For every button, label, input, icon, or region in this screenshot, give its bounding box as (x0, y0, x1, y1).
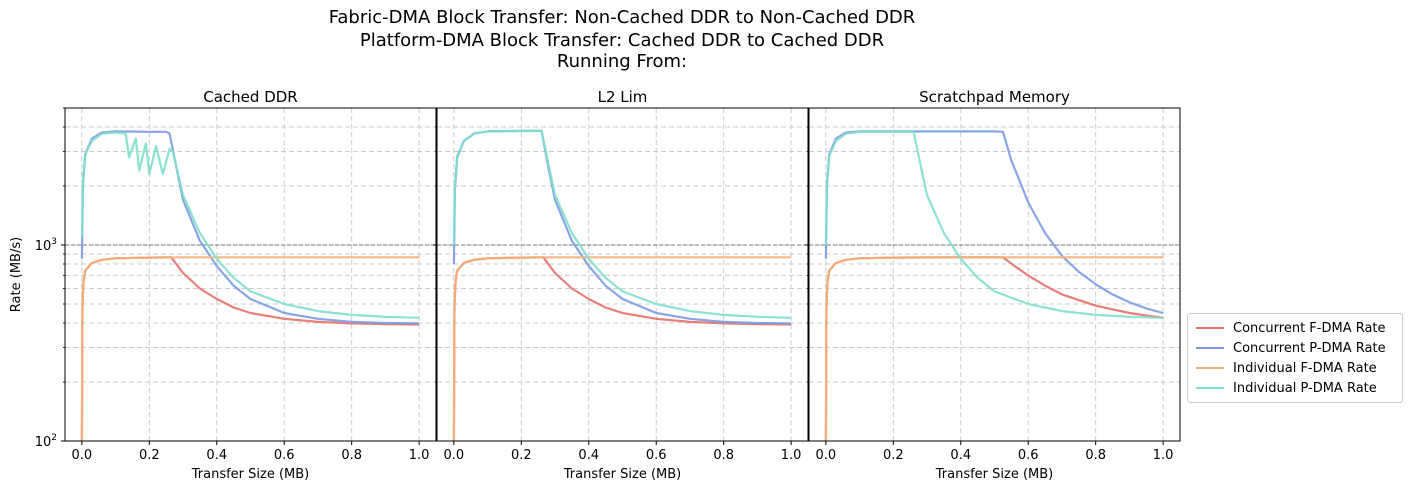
legend-label-individual-pdma: Individual P-DMA Rate (1233, 380, 1377, 396)
series-line-1-3 (452, 129, 792, 319)
legend-item-concurrent-pdma: Concurrent P-DMA Rate (1196, 339, 1386, 357)
series-line-1-1 (452, 129, 792, 325)
series-line-0-0 (80, 256, 420, 441)
x-axis-label: Transfer Size (MB) (191, 467, 310, 482)
panel-frame (808, 107, 1181, 442)
x-tick-label: 0.2 (883, 448, 904, 463)
legend-swatch-concurrent-pdma (1196, 347, 1224, 349)
panel-title: Cached DDR (203, 88, 297, 106)
legend-label-concurrent-pdma: Concurrent P-DMA Rate (1233, 340, 1386, 356)
x-tick-label: 0.0 (816, 448, 837, 463)
legend-label-concurrent-fdma: Concurrent F-DMA Rate (1233, 320, 1386, 336)
x-tick-label: 0.4 (206, 448, 227, 463)
series-line-1-2 (452, 256, 792, 441)
x-tick-label: 1.0 (781, 448, 802, 463)
x-tick-label: 0.8 (1085, 448, 1106, 463)
panel-title: L2 Lim (598, 88, 648, 106)
panel-title: Scratchpad Memory (919, 88, 1070, 106)
legend-item-concurrent-fdma: Concurrent F-DMA Rate (1196, 319, 1386, 337)
legend: Concurrent F-DMA Rate Concurrent P-DMA R… (1187, 313, 1403, 403)
y-tick-label: 102 (35, 433, 57, 450)
series-line-0-3 (80, 131, 420, 319)
x-tick-label: 0.8 (713, 448, 734, 463)
y-tick-label: 103 (35, 237, 57, 254)
x-axis-label: Transfer Size (MB) (935, 467, 1054, 482)
series-line-2-0 (824, 256, 1164, 441)
x-tick-label: 0.6 (646, 448, 667, 463)
x-tick-label: 0.8 (341, 448, 362, 463)
series-line-1-0 (452, 256, 792, 441)
x-tick-label: 0.4 (578, 448, 599, 463)
legend-label-individual-fdma: Individual F-DMA Rate (1233, 360, 1377, 376)
series-line-2-1 (824, 130, 1164, 315)
x-tick-label: 0.6 (1018, 448, 1039, 463)
figure-title-line-3: Running From: (556, 51, 688, 72)
legend-item-individual-fdma: Individual F-DMA Rate (1196, 359, 1377, 377)
x-tick-label: 1.0 (1153, 448, 1174, 463)
legend-swatch-individual-fdma (1196, 367, 1224, 369)
x-axis-label: Transfer Size (MB) (563, 467, 682, 482)
series-line-2-3 (824, 130, 1164, 319)
series-line-0-2 (80, 256, 420, 441)
x-tick-label: 0.2 (139, 448, 160, 463)
x-tick-label: 0.0 (72, 448, 93, 463)
legend-item-individual-pdma: Individual P-DMA Rate (1196, 379, 1377, 397)
x-tick-label: 0.2 (511, 448, 532, 463)
panel-frame (64, 107, 437, 442)
x-tick-label: 0.4 (950, 448, 971, 463)
x-tick-label: 0.6 (274, 448, 295, 463)
series-line-0-1 (80, 130, 420, 325)
legend-swatch-individual-pdma (1196, 387, 1224, 389)
legend-swatch-concurrent-fdma (1196, 327, 1224, 329)
y-axis-label: Rate (MB/s) (9, 237, 24, 312)
figure-title-line-1: Fabric-DMA Block Transfer: Non-Cached DD… (328, 7, 916, 28)
series-line-2-2 (824, 256, 1164, 441)
figure-title-line-2: Platform-DMA Block Transfer: Cached DDR … (359, 30, 885, 51)
x-tick-label: 0.0 (444, 448, 465, 463)
x-tick-label: 1.0 (409, 448, 430, 463)
panel-frame (436, 107, 809, 442)
